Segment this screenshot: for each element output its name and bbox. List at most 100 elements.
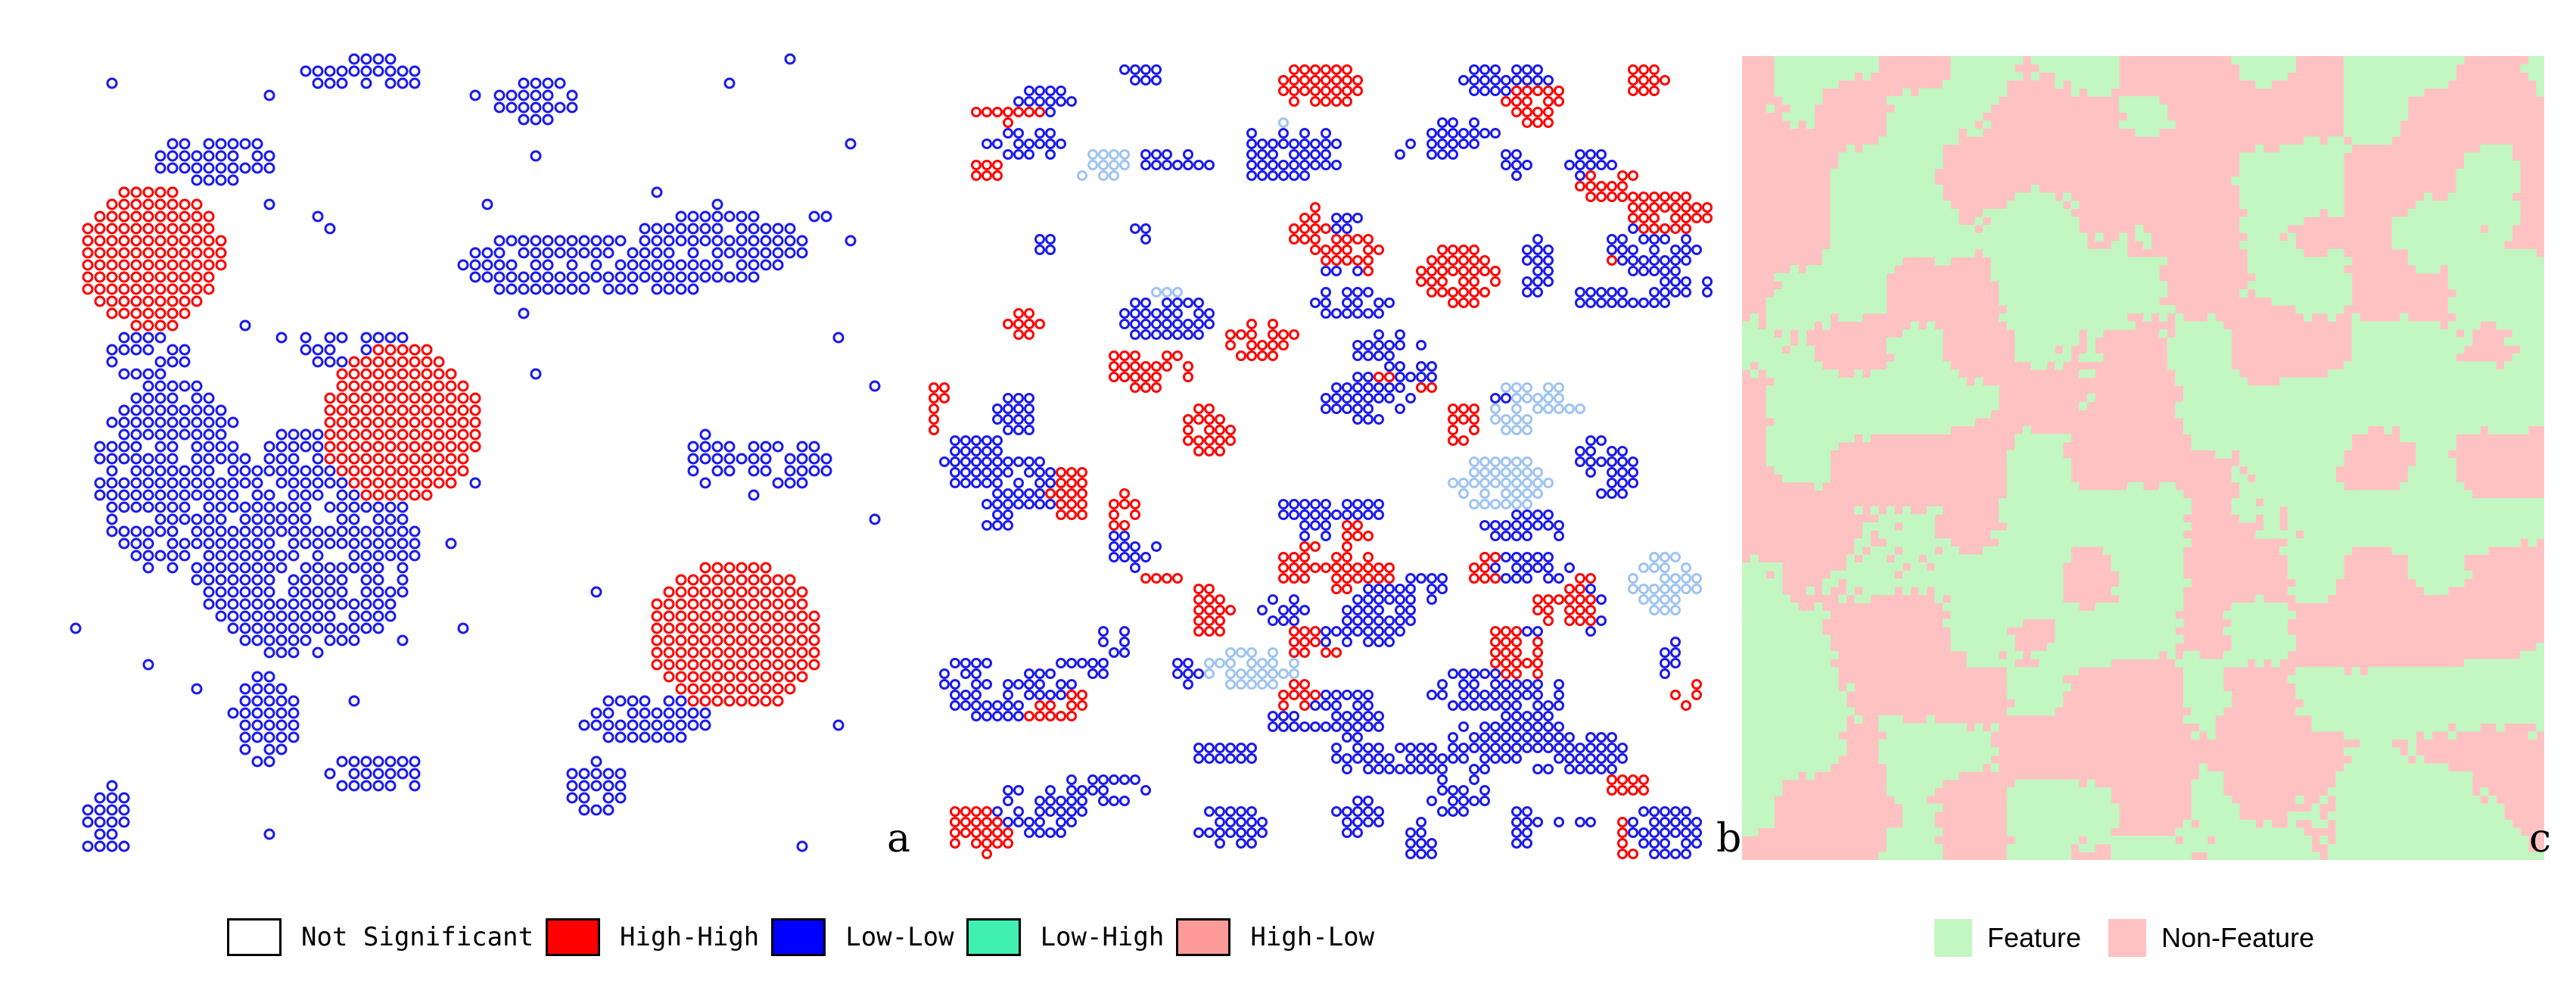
low-low-marker [1395,764,1405,774]
low-low-marker [275,501,288,513]
feature-cell [2014,441,2064,450]
low-low-marker [481,259,493,271]
low-low-marker [530,150,542,162]
feature-cell [1766,313,1831,322]
feature-cell [2295,305,2344,314]
low-low-marker [1501,573,1511,584]
high-high-marker [1066,509,1077,520]
low-low-marker [1246,149,1257,160]
feature-cell [1806,120,1815,129]
low-low-marker [106,416,118,428]
high-high-marker [663,598,675,610]
low-high-marker [1511,478,1522,488]
low-low-marker [1522,679,1532,690]
low-low-marker [469,89,481,101]
low-low-marker [1013,456,1024,467]
feature-cell [1750,554,1759,563]
low-low-marker [723,210,736,223]
low-low-marker [1310,499,1321,509]
low-low-marker [1532,743,1543,753]
low-low-marker [166,162,179,174]
low-low-marker [288,646,300,659]
low-low-marker [1458,806,1469,817]
low-low-marker [796,441,808,453]
high-high-marker [1310,64,1321,75]
high-high-marker [1278,329,1289,340]
high-high-marker [1066,711,1077,721]
high-high-marker [687,586,699,598]
feature-cell [2239,64,2296,73]
high-high-marker [106,235,118,247]
high-high-marker [203,247,215,259]
low-low-marker [239,162,251,174]
low-high-marker [1109,149,1119,160]
high-high-marker [1024,107,1034,117]
low-low-marker [1066,96,1077,107]
low-low-marker [1225,827,1236,838]
low-low-marker [179,138,191,150]
low-low-marker [324,768,336,780]
feature-cell [1742,643,1831,652]
low-low-marker [324,586,336,598]
low-low-marker [251,671,263,683]
low-low-marker [1268,170,1278,181]
low-low-marker [1140,308,1151,319]
low-low-marker [106,477,118,489]
high-high-marker [1448,255,1458,266]
low-low-marker [251,465,263,477]
low-low-marker [1172,319,1183,329]
high-high-marker [348,441,360,453]
high-high-marker [687,646,699,659]
low-low-marker [1416,743,1426,753]
low-low-marker [1183,658,1193,668]
low-low-marker [1511,690,1522,700]
low-low-marker [992,806,1003,817]
low-low-marker [1374,308,1384,319]
low-low-marker [191,174,203,186]
low-low-marker [566,780,578,792]
high-high-marker [1426,255,1437,266]
low-low-marker [106,840,118,852]
low-low-marker [1511,817,1522,827]
low-low-marker [699,223,711,235]
low-low-marker [288,525,300,537]
feature-cell [2231,618,2288,628]
high-high-marker [1193,594,1204,605]
low-low-marker [336,477,348,489]
high-high-marker [348,404,360,416]
feature-cell [2030,361,2048,370]
high-high-marker [971,170,982,181]
low-low-marker [1109,541,1119,552]
high-high-marker [154,210,166,223]
high-high-marker [1384,372,1395,382]
low-low-marker [566,283,578,295]
low-low-marker [651,186,663,198]
low-low-marker [1437,806,1448,817]
low-low-marker [687,259,699,271]
low-low-marker [239,598,251,610]
low-low-marker [602,768,614,780]
high-high-marker [372,404,384,416]
feature-cell [1742,739,1847,748]
low-low-marker [627,283,639,295]
low-low-marker [687,453,699,465]
high-high-marker [348,465,360,477]
low-low-marker [760,223,772,235]
low-low-marker [312,537,324,550]
high-high-marker [1204,626,1215,637]
feature-cell [2039,64,2120,73]
low-low-marker [1405,743,1416,753]
feature-cell [2344,96,2409,105]
feature-cell [2086,337,2095,346]
low-low-marker [1532,626,1543,637]
low-low-marker [760,235,772,247]
low-low-marker [982,700,992,711]
high-high-marker [950,817,960,827]
low-low-marker [1183,160,1193,170]
low-low-marker [1193,743,1204,753]
high-high-marker [360,392,372,404]
low-low-marker [239,525,251,537]
low-low-marker [1003,700,1013,711]
high-high-marker [94,210,106,223]
low-low-marker [675,235,687,247]
